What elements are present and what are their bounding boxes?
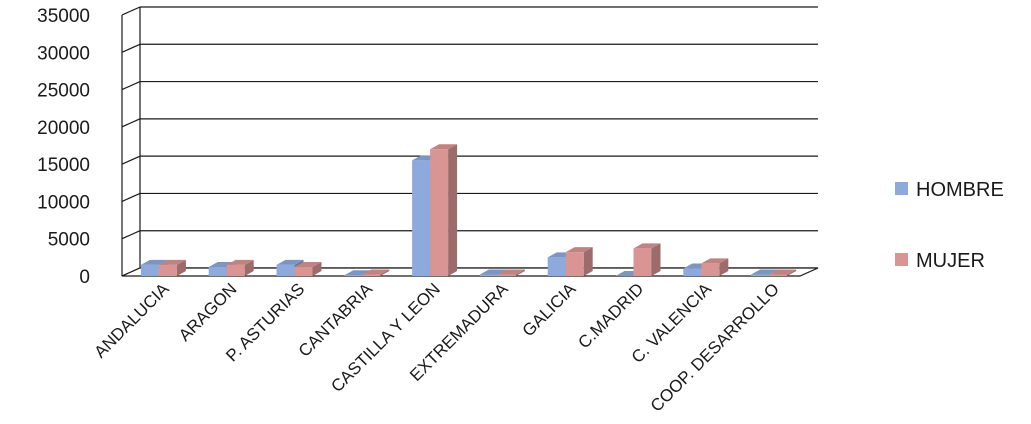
bar-mujer xyxy=(701,258,729,276)
side-gridline xyxy=(121,6,141,16)
bar-mujer xyxy=(158,259,186,276)
side-gridline xyxy=(121,192,141,202)
side-gridline xyxy=(121,43,141,53)
bars xyxy=(140,144,797,276)
bar-mujer xyxy=(497,269,525,276)
legend: HOMBRE MUJER xyxy=(895,179,1004,272)
legend-swatch-mujer xyxy=(895,253,908,266)
y-tick-label: 0 xyxy=(79,267,90,288)
bar-mujer xyxy=(294,262,322,276)
bar-mujer xyxy=(362,269,390,276)
y-tick-label: 10000 xyxy=(37,192,90,213)
bar-mujer xyxy=(565,247,593,276)
y-tick-label: 35000 xyxy=(37,6,90,27)
bar-mujer xyxy=(226,259,254,276)
legend-label-hombre: HOMBRE xyxy=(916,179,1004,201)
side-gridline xyxy=(121,118,141,128)
legend-label-mujer: MUJER xyxy=(916,250,985,272)
y-tick-label: 20000 xyxy=(37,118,90,139)
bar-mujer xyxy=(769,269,797,276)
x-tick-label: ARAGON xyxy=(175,279,241,345)
gridlines xyxy=(121,6,819,277)
legend-swatch-hombre xyxy=(895,182,908,195)
side-gridline xyxy=(121,155,141,165)
y-tick-label: 30000 xyxy=(37,43,90,64)
y-tick-label: 5000 xyxy=(48,230,90,251)
x-tick-label: COOP. DESARROLLO xyxy=(647,279,783,415)
y-tick-label: 15000 xyxy=(37,155,90,176)
y-axis-ticks: 0 5000 10000 15000 20000 25000 30000 35000 xyxy=(37,6,90,288)
x-tick-label: C.MADRID xyxy=(574,279,647,352)
x-tick-label: ANDALUCIA xyxy=(90,279,173,362)
y-tick-label: 25000 xyxy=(37,81,90,102)
x-tick-label: GALICIA xyxy=(519,279,580,340)
bar-mujer xyxy=(633,243,661,276)
bar-mujer xyxy=(430,144,458,276)
side-gridline xyxy=(121,230,141,240)
side-gridline xyxy=(121,81,141,91)
